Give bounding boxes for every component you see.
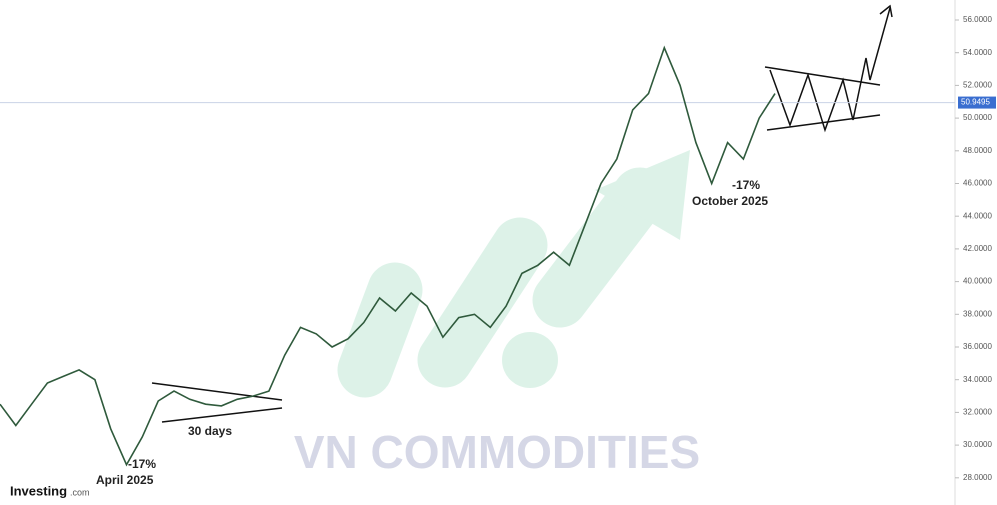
last-price-label: 50.9495 [961, 98, 990, 107]
y-tick-label: 52.0000 [963, 81, 992, 90]
y-tick-label: 38.0000 [963, 309, 992, 318]
y-tick-label: 54.0000 [963, 48, 992, 57]
y-tick-label: 28.0000 [963, 473, 992, 482]
y-tick-label: 48.0000 [963, 146, 992, 155]
y-tick-label: 34.0000 [963, 375, 992, 384]
last-price-box [958, 96, 996, 109]
brand-suffix: .com [70, 487, 90, 497]
price-line [0, 45, 776, 467]
y-tick-label: 56.0000 [963, 15, 992, 24]
y-tick-label: 46.0000 [963, 179, 992, 188]
annotation: -17% [732, 178, 760, 192]
brand: Investing [10, 483, 67, 498]
pattern-lines [151, 4, 893, 423]
y-tick-label: 32.0000 [963, 408, 992, 417]
annotation: April 2025 [96, 473, 154, 487]
y-tick-label: 42.0000 [963, 244, 992, 253]
watermark-text: VN COMMODITIES [294, 426, 700, 478]
y-tick-label: 44.0000 [963, 211, 992, 220]
y-tick-label: 30.0000 [963, 440, 992, 449]
annotation: 30 days [188, 424, 232, 438]
y-tick-label: 50.0000 [963, 113, 992, 122]
annotation: October 2025 [692, 194, 768, 208]
y-tick-label: 40.0000 [963, 277, 992, 286]
y-tick-label: 36.0000 [963, 342, 992, 351]
watermark-logo [337, 150, 690, 398]
annotation: -17% [128, 457, 156, 471]
